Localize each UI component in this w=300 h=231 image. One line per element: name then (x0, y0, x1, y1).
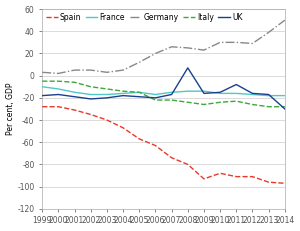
Legend: Spain, France, Germany, Italy, UK: Spain, France, Germany, Italy, UK (46, 13, 243, 22)
Y-axis label: Per cent, GDP: Per cent, GDP (6, 83, 15, 135)
